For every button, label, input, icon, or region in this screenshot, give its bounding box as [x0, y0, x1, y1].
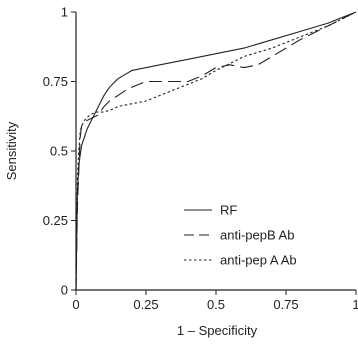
legend: RF anti-pepB Ab anti-pep A Ab: [184, 203, 297, 268]
y-tick-label: 1: [61, 5, 68, 20]
y-tick-label: 0: [61, 283, 68, 298]
x-tick-label: 0: [72, 297, 79, 312]
legend-label-1: RF: [220, 203, 237, 218]
series-line-1: [75, 11, 357, 291]
y-tick-label: 0.25: [43, 213, 68, 228]
series-line-3: [75, 11, 357, 291]
x-axis-title: 1 – Specificity: [177, 323, 258, 338]
axes: 0 0.25 0.5 0.75 1 0 0.25 0.5 0.75 1: [43, 5, 358, 313]
series-line-2: [75, 11, 357, 291]
legend-label-3: anti-pep A Ab: [220, 253, 297, 268]
plot-area: [75, 11, 357, 291]
y-tick-label: 0.5: [50, 144, 68, 159]
y-tick-label: 0.75: [43, 74, 68, 89]
x-tick-label: 0.25: [133, 297, 158, 312]
legend-label-2: anti-pepB Ab: [220, 228, 294, 243]
y-axis-title: Sensitivity: [4, 121, 19, 180]
x-tick-label: 0.5: [207, 297, 225, 312]
x-tick-label: 1: [352, 297, 358, 312]
x-tick-label: 0.75: [273, 297, 298, 312]
